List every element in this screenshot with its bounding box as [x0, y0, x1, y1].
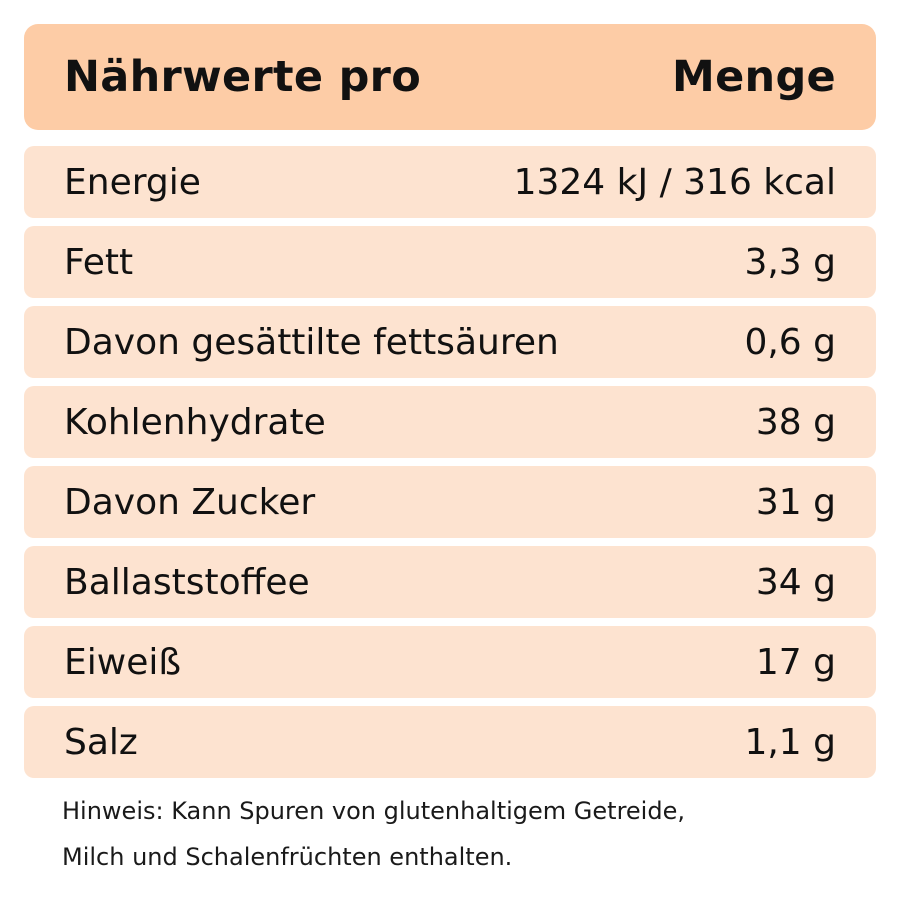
row-label: Eiweiß [64, 641, 182, 683]
row-value: 3,3 g [744, 241, 836, 283]
table-row-salt: Salz 1,1 g [24, 706, 876, 778]
row-label: Davon gesättilte fettsäuren [64, 321, 559, 363]
row-value: 34 g [755, 561, 836, 603]
allergen-note: Hinweis: Kann Spuren von glutenhaltigem … [62, 788, 862, 880]
row-label: Salz [64, 721, 138, 763]
table-row-carbohydrates: Kohlenhydrate 38 g [24, 386, 876, 458]
row-label: Kohlenhydrate [64, 401, 326, 443]
table-row-saturated-fat: Davon gesättilte fettsäuren 0,6 g [24, 306, 876, 378]
row-value: 1324 kJ / 316 kcal [513, 161, 836, 203]
row-value: 17 g [755, 641, 836, 683]
row-value: 31 g [755, 481, 836, 523]
row-value: 1,1 g [744, 721, 836, 763]
row-label: Davon Zucker [64, 481, 316, 523]
table-row-sugar: Davon Zucker 31 g [24, 466, 876, 538]
table-row-fiber: Ballaststoffee 34 g [24, 546, 876, 618]
allergen-note-line-1: Hinweis: Kann Spuren von glutenhaltigem … [62, 797, 685, 825]
row-value: 0,6 g [744, 321, 836, 363]
nutrition-table: Nährwerte pro Menge Energie 1324 kJ / 31… [24, 24, 876, 786]
header-label-amount: Menge [671, 52, 836, 102]
table-row-fat: Fett 3,3 g [24, 226, 876, 298]
row-label: Ballaststoffee [64, 561, 310, 603]
table-header: Nährwerte pro Menge [24, 24, 876, 130]
row-value: 38 g [755, 401, 836, 443]
row-label: Energie [64, 161, 201, 203]
row-label: Fett [64, 241, 134, 283]
header-label-nutrients: Nährwerte pro [64, 52, 422, 102]
allergen-note-line-2: Milch und Schalenfrüchten enthalten. [62, 843, 513, 871]
table-row-protein: Eiweiß 17 g [24, 626, 876, 698]
table-row-energy: Energie 1324 kJ / 316 kcal [24, 146, 876, 218]
